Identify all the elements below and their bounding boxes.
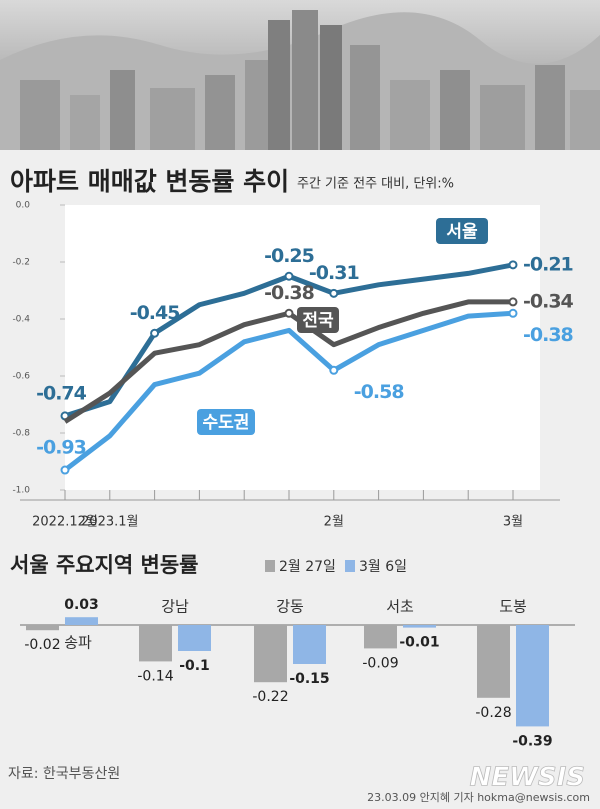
source: 자료: 한국부동산원 bbox=[8, 766, 120, 782]
series-label-box bbox=[297, 307, 339, 333]
series-label: 전국 bbox=[302, 311, 334, 331]
data-label: -0.1 bbox=[179, 658, 210, 674]
bar bbox=[178, 625, 211, 651]
data-label: -0.25 bbox=[264, 245, 314, 267]
y-tick-label: 0.0 bbox=[16, 201, 31, 211]
y-tick-label: -0.8 bbox=[12, 429, 30, 439]
category-label: 서초 bbox=[386, 598, 414, 616]
data-label: -0.38 bbox=[523, 324, 574, 346]
category-label: 강남 bbox=[161, 598, 189, 616]
x-tick-label: 3월 bbox=[503, 515, 523, 530]
category-label: 송파 bbox=[64, 634, 92, 652]
series-label-box bbox=[197, 409, 255, 435]
legend-label: 2월 27일 bbox=[279, 559, 336, 575]
data-label: -0.93 bbox=[36, 437, 86, 459]
bar bbox=[65, 617, 98, 625]
series-line bbox=[63, 310, 514, 473]
bar bbox=[477, 625, 510, 698]
chart-title: 아파트 매매값 변동률 추이 bbox=[10, 167, 289, 196]
point bbox=[150, 328, 160, 338]
legend-swatch bbox=[265, 560, 275, 572]
data-label: -0.74 bbox=[36, 382, 87, 404]
data-label: -0.38 bbox=[264, 282, 315, 304]
data-label: -0.15 bbox=[289, 671, 329, 687]
y-tick-label: -0.4 bbox=[12, 315, 30, 325]
series-label-box bbox=[436, 218, 488, 244]
data-label: -0.58 bbox=[354, 381, 405, 403]
data-label: -0.21 bbox=[523, 253, 573, 275]
series-label: 서울 bbox=[446, 222, 478, 242]
credit: 23.03.09 안지혜 기자 hokma@newsis.com bbox=[367, 791, 590, 804]
y-tick-label: -1.0 bbox=[12, 486, 30, 496]
x-tick-label: 2023.1월 bbox=[81, 515, 138, 530]
legend-swatch bbox=[345, 560, 355, 572]
chart-title: 서울 주요지역 변동률 bbox=[10, 553, 199, 577]
y-tick-label: -0.2 bbox=[12, 258, 30, 268]
bar bbox=[254, 625, 287, 683]
data-label: -0.31 bbox=[309, 262, 359, 284]
x-tick-label: 2022.12월 bbox=[32, 515, 98, 530]
data-label: -0.22 bbox=[252, 689, 288, 705]
data-label: -0.45 bbox=[130, 302, 180, 324]
point bbox=[329, 365, 339, 375]
category-label: 도봉 bbox=[499, 598, 527, 616]
data-label: -0.09 bbox=[362, 655, 398, 671]
bar bbox=[26, 625, 59, 631]
point bbox=[284, 271, 294, 281]
point bbox=[508, 297, 518, 307]
bar bbox=[293, 625, 326, 664]
data-label: -0.01 bbox=[399, 635, 439, 651]
x-tick-label: 2월 bbox=[324, 515, 344, 530]
bar bbox=[364, 625, 397, 649]
point bbox=[284, 308, 294, 318]
point bbox=[508, 260, 518, 270]
point bbox=[60, 465, 70, 475]
logo: NEWSIS bbox=[470, 763, 585, 793]
point bbox=[329, 288, 339, 298]
data-label: -0.34 bbox=[523, 290, 574, 312]
bar bbox=[139, 625, 172, 662]
legend-label: 3월 6일 bbox=[359, 559, 407, 575]
data-label: 0.03 bbox=[64, 597, 99, 613]
y-tick-label: -0.6 bbox=[12, 372, 30, 382]
point bbox=[508, 308, 518, 318]
bar bbox=[403, 625, 436, 628]
series-label: 수도권 bbox=[203, 413, 250, 433]
chart-subtitle: 주간 기준 전주 대비, 단위:% bbox=[297, 177, 454, 192]
category-label: 강동 bbox=[276, 598, 304, 616]
data-label: -0.14 bbox=[137, 668, 173, 684]
data-label: -0.28 bbox=[475, 705, 511, 721]
bar bbox=[516, 625, 549, 727]
data-label: -0.02 bbox=[24, 637, 60, 653]
city-photo bbox=[0, 0, 600, 150]
data-label: -0.39 bbox=[512, 733, 552, 749]
